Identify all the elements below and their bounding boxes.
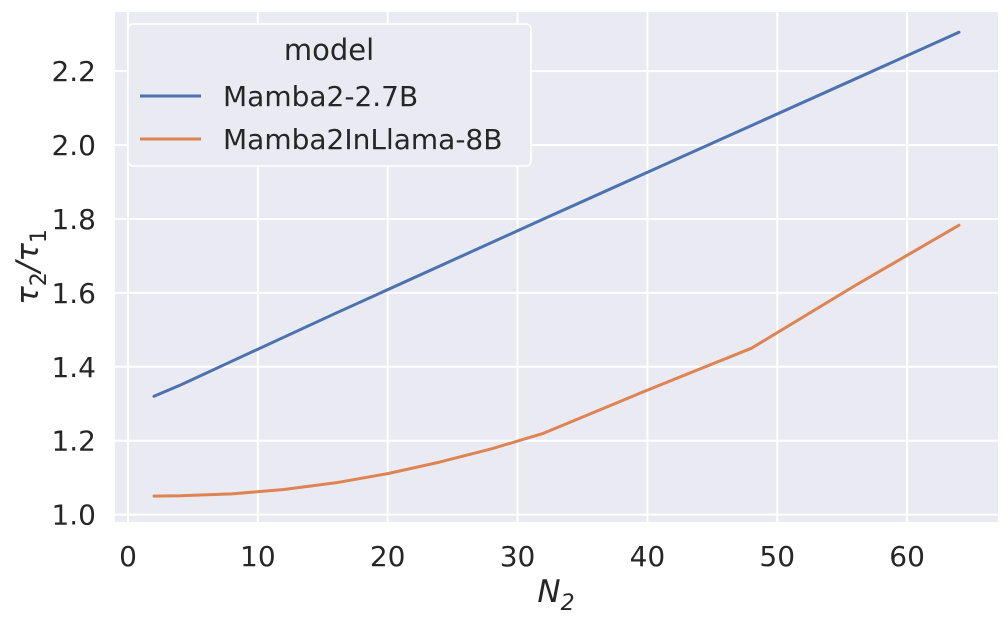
- series-line-mamba2-2-7b: [152, 30, 961, 398]
- legend-label-mamba2inllama-8b: Mamba2InLlama-8B: [223, 123, 502, 156]
- x-axis-ticks: 0 10 20 30 40 50 60: [119, 540, 925, 573]
- y-tick-label: 1.4: [51, 351, 96, 384]
- y-tick-label: 1.0: [51, 499, 96, 532]
- x-tick-label: 30: [500, 540, 536, 573]
- y-tick-label: 2.0: [51, 129, 96, 162]
- series-line-mamba2inllama-8b: [152, 223, 961, 498]
- y-tick-label: 2.2: [51, 55, 96, 88]
- y-tick-label: 1.6: [51, 277, 96, 310]
- y-tick-label: 1.2: [51, 425, 96, 458]
- x-tick-label: 40: [630, 540, 666, 573]
- x-tick-label: 50: [759, 540, 795, 573]
- legend-label-mamba2-2-7b: Mamba2-2.7B: [223, 80, 418, 113]
- x-tick-label: 60: [889, 540, 925, 573]
- legend-box: [127, 23, 532, 167]
- x-tick-label: 10: [240, 540, 276, 573]
- y-axis-ticks: 1.0 1.2 1.4 1.6 1.8 2.0 2.2: [51, 55, 96, 531]
- x-tick-label: 20: [370, 540, 406, 573]
- x-tick-label: 0: [119, 540, 137, 573]
- y-tick-label: 1.8: [51, 203, 96, 236]
- x-axis-label: N2: [537, 574, 574, 616]
- legend: model Mamba2-2.7B Mamba2InLlama-8B: [127, 23, 532, 167]
- legend-title: model: [284, 33, 374, 67]
- series-lines: [152, 30, 961, 498]
- y-axis-label: τ2/τ1: [10, 229, 52, 305]
